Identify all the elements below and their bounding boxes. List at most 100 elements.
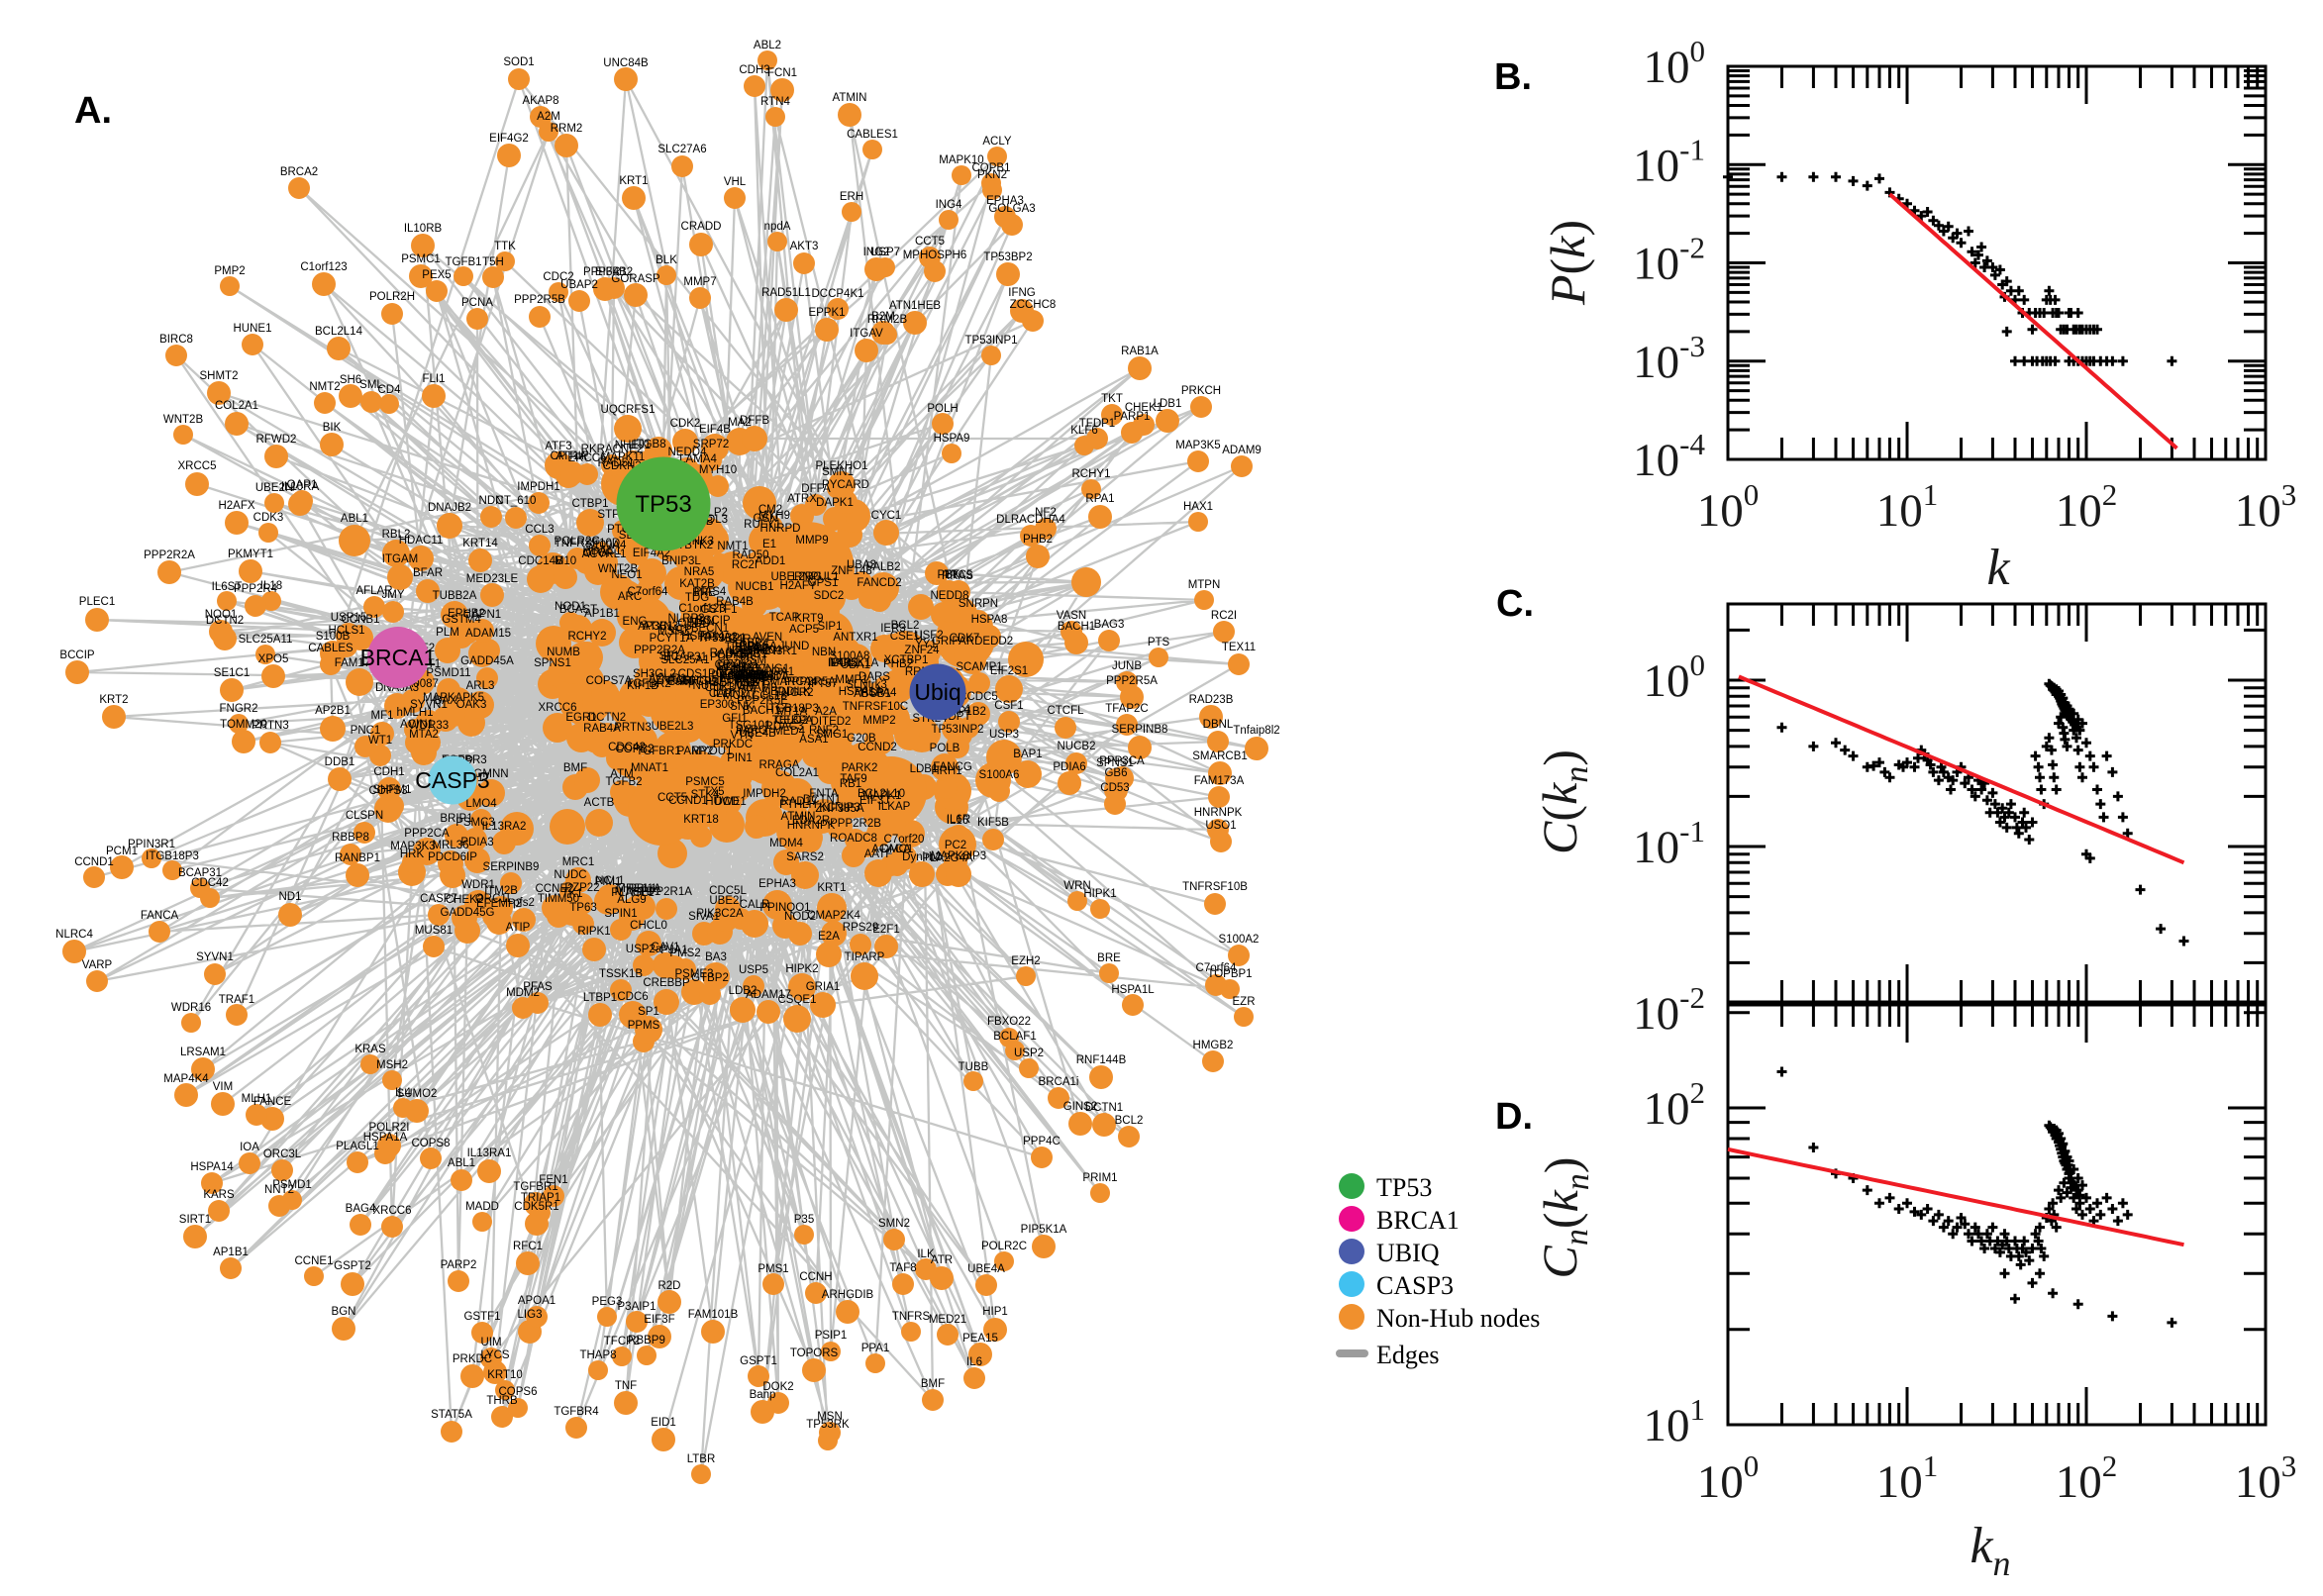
svg-text:SMN1: SMN1: [822, 466, 854, 478]
svg-text:CDK3: CDK3: [253, 512, 284, 524]
svg-text:BNIP3L: BNIP3L: [661, 555, 701, 567]
svg-text:ZNF385A: ZNF385A: [815, 803, 864, 815]
svg-text:ZNF350: ZNF350: [655, 675, 696, 687]
svg-text:ANTXR1: ANTXR1: [833, 632, 877, 644]
svg-text:KRT14: KRT14: [462, 538, 498, 549]
svg-text:SLC25A11: SLC25A11: [239, 634, 293, 646]
svg-text:PLEC1: PLEC1: [79, 596, 115, 608]
svg-text:CDC2: CDC2: [543, 271, 573, 283]
svg-text:B.: B.: [1494, 56, 1532, 98]
svg-text:GSN: GSN: [754, 513, 778, 525]
svg-text:SIVA1: SIVA1: [688, 911, 720, 923]
svg-text:H2AFX: H2AFX: [218, 500, 254, 512]
svg-text:S100A4: S100A4: [586, 540, 628, 551]
svg-text:BMF: BMF: [563, 762, 587, 774]
svg-text:MYOU1: MYOU1: [692, 746, 733, 757]
svg-text:EP300: EP300: [700, 699, 735, 711]
svg-text:TGFBR2: TGFBR2: [626, 678, 670, 690]
svg-text:TNF: TNF: [615, 1380, 637, 1392]
svg-text:A.: A.: [74, 90, 112, 132]
svg-text:JMY: JMY: [382, 589, 405, 601]
svg-text:KRT18: KRT18: [683, 814, 719, 826]
svg-text:RAD23A: RAD23A: [710, 648, 755, 659]
svg-text:PPP2R4: PPP2R4: [720, 671, 764, 683]
svg-text:ATRX: ATRX: [787, 493, 817, 505]
svg-text:ACTB: ACTB: [584, 797, 615, 809]
svg-text:HSPA9: HSPA9: [934, 433, 970, 445]
svg-text:LIG4: LIG4: [740, 669, 765, 681]
svg-text:ABL1: ABL1: [448, 1157, 475, 1169]
svg-text:LDB1: LDB1: [910, 763, 939, 775]
svg-text:KCNIP3: KCNIP3: [819, 802, 860, 814]
svg-text:CLSPN: CLSPN: [346, 810, 383, 822]
svg-text:ZNF148: ZNF148: [831, 565, 872, 577]
svg-text:SERPINB9: SERPINB9: [483, 861, 540, 873]
svg-text:NMT1: NMT1: [717, 541, 748, 552]
svg-text:TP53: TP53: [635, 491, 691, 518]
svg-text:RRM2: RRM2: [551, 123, 583, 135]
svg-text:ILK: ILK: [793, 686, 811, 698]
svg-text:TGFB1: TGFB1: [445, 256, 481, 268]
svg-text:MTPN: MTPN: [1188, 579, 1221, 591]
svg-text:MPHOSPH6: MPHOSPH6: [903, 249, 967, 261]
svg-text:ATR: ATR: [931, 1254, 953, 1266]
svg-text:BRIP1: BRIP1: [440, 813, 472, 825]
svg-text:HSPA1A: HSPA1A: [839, 686, 883, 698]
svg-text:PMS2: PMS2: [669, 948, 700, 959]
svg-text:BAG4: BAG4: [346, 1203, 376, 1215]
svg-text:CCNE1: CCNE1: [295, 1255, 334, 1267]
svg-text:ATM: ATM: [610, 768, 633, 780]
svg-text:COPS8: COPS8: [412, 1138, 451, 1149]
svg-text:NEO1: NEO1: [611, 569, 642, 581]
svg-text:TP63: TP63: [569, 902, 597, 914]
svg-text:HDAC11: HDAC11: [399, 535, 444, 547]
svg-text:k: k: [1986, 540, 2010, 596]
svg-text:ORC3L: ORC3L: [263, 1148, 302, 1160]
svg-text:USP7: USP7: [870, 247, 900, 258]
svg-text:BCL2: BCL2: [1115, 1115, 1144, 1127]
svg-text:BNIPL: BNIPL: [735, 643, 768, 654]
svg-text:ITGAV: ITGAV: [850, 328, 883, 340]
svg-text:PBK: PBK: [937, 569, 960, 581]
svg-text:ORC1L: ORC1L: [475, 893, 514, 905]
svg-text:ATMIN: ATMIN: [833, 92, 867, 104]
svg-text:ARHGDIB: ARHGDIB: [822, 1289, 874, 1301]
svg-text:ARHGDIA: ARHGDIA: [675, 675, 728, 687]
svg-text:S100A8: S100A8: [830, 650, 870, 662]
svg-text:MCL1: MCL1: [830, 657, 860, 669]
svg-text:PARP2: PARP2: [677, 746, 714, 757]
svg-text:hMLH1: hMLH1: [396, 707, 433, 719]
svg-text:DNAJB2: DNAJB2: [428, 502, 471, 514]
svg-text:S100A6: S100A6: [979, 769, 1020, 781]
svg-text:NLRC4: NLRC4: [55, 929, 93, 941]
svg-text:CTBP1: CTBP1: [571, 498, 608, 510]
svg-text:PPP2R2A: PPP2R2A: [634, 645, 685, 656]
svg-text:Cn(kn): Cn(kn): [1532, 1157, 1596, 1279]
svg-text:CPT1A: CPT1A: [550, 450, 586, 462]
svg-text:IL10RB: IL10RB: [404, 223, 443, 235]
svg-text:FANCG: FANCG: [933, 761, 972, 773]
svg-text:COPS3: COPS3: [369, 785, 408, 797]
svg-text:HMGB2: HMGB2: [1193, 1040, 1234, 1051]
svg-text:M10: M10: [555, 555, 576, 567]
svg-text:IL18: IL18: [729, 646, 751, 657]
svg-text:GADD45A: GADD45A: [460, 655, 514, 667]
svg-text:MTHFD1: MTHFD1: [615, 886, 661, 898]
svg-text:CSF1: CSF1: [994, 700, 1023, 712]
svg-text:ROADC8: ROADC8: [830, 833, 877, 845]
svg-text:PEX5: PEX5: [422, 269, 451, 281]
svg-text:PARP1: PARP1: [1114, 411, 1151, 423]
svg-text:NRA5: NRA5: [684, 566, 715, 578]
svg-text:MED21: MED21: [929, 1314, 966, 1326]
svg-text:APOA1: APOA1: [518, 1295, 556, 1307]
svg-text:TFCP2: TFCP2: [604, 1336, 640, 1347]
svg-text:C7orf64: C7orf64: [1196, 962, 1238, 974]
svg-text:PHB2: PHB2: [883, 658, 913, 670]
svg-text:GB6: GB6: [1104, 767, 1127, 779]
svg-text:IOA: IOA: [240, 1142, 259, 1153]
svg-text:MAPK8IP3: MAPK8IP3: [931, 850, 986, 862]
svg-text:USP2: USP2: [1014, 1047, 1044, 1059]
svg-text:RPS29: RPS29: [843, 922, 878, 934]
svg-text:EIF2S1: EIF2S1: [990, 665, 1028, 677]
svg-text:BIRC7: BIRC7: [733, 663, 766, 675]
